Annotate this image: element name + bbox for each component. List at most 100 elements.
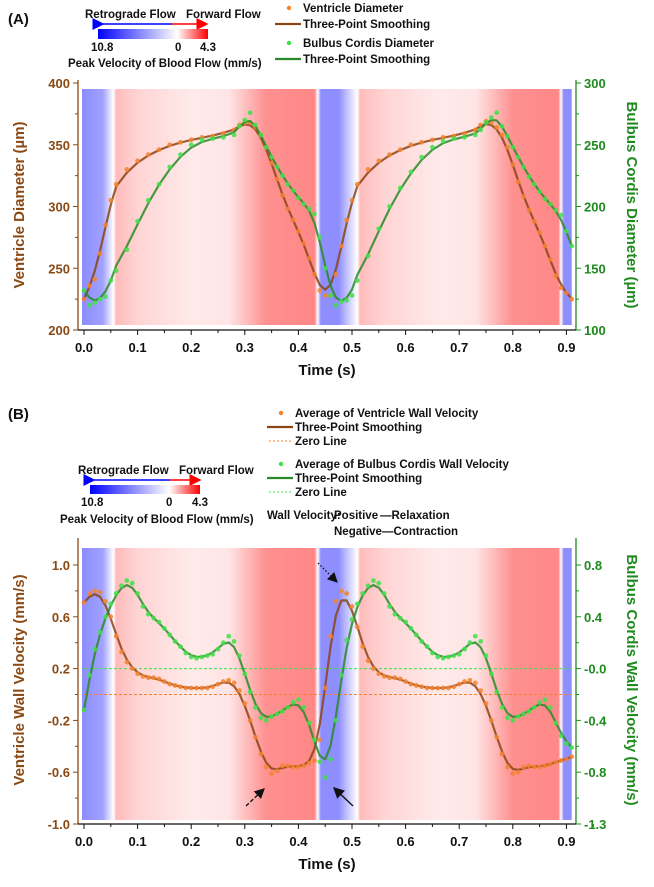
data-point — [430, 685, 435, 691]
data-point — [440, 655, 446, 661]
data-point — [521, 711, 526, 717]
data-point — [290, 188, 296, 193]
data-point — [210, 136, 216, 141]
data-point — [365, 167, 371, 172]
data-point — [237, 688, 242, 694]
data-point — [547, 762, 553, 767]
data-point — [553, 207, 559, 213]
right-tick-label: -0.0 — [584, 662, 606, 677]
left-tick-label: 0.6 — [52, 610, 70, 625]
right-tick-label: 0.8 — [584, 558, 602, 573]
data-point — [376, 226, 382, 232]
data-point — [108, 601, 114, 607]
data-point — [312, 758, 317, 763]
data-point — [226, 677, 232, 683]
data-point — [430, 650, 435, 656]
data-point — [419, 684, 425, 690]
data-point — [467, 677, 473, 683]
data-point — [553, 720, 559, 726]
data-point — [92, 276, 98, 282]
x-tick-label: 0.8 — [504, 834, 522, 849]
left-tick-label: -1.0 — [48, 817, 70, 832]
data-point — [86, 302, 92, 308]
data-point — [435, 654, 441, 660]
legend-label: Zero Line — [295, 487, 347, 499]
right-tick-label: -1.3 — [584, 817, 606, 832]
data-point — [451, 136, 457, 141]
dashed-arrow-icon — [245, 788, 265, 807]
data-point — [387, 604, 392, 609]
data-point — [354, 181, 360, 187]
left-axis-title: Ventricle Wall Velocity (mm/s) — [11, 574, 28, 785]
data-point — [344, 591, 350, 596]
data-point — [349, 616, 355, 622]
data-point — [328, 756, 333, 762]
colorbar-gradient — [98, 29, 208, 39]
data-point — [408, 681, 414, 687]
data-point — [564, 741, 569, 747]
data-point — [108, 614, 114, 620]
data-point — [274, 176, 280, 182]
legend-label: Three-Point Smoothing — [303, 19, 430, 31]
data-point — [263, 144, 269, 150]
data-point — [178, 684, 183, 690]
data-point — [274, 768, 280, 774]
data-point — [478, 688, 484, 694]
right-tick-label: 100 — [584, 323, 606, 338]
data-point — [542, 697, 548, 703]
colorbar-a: Retrograde Flow Forward Flow 10.8 0 4.3 … — [68, 9, 262, 70]
data-point — [408, 142, 414, 148]
data-point — [564, 290, 569, 296]
x-tick-label: 0.2 — [182, 834, 200, 849]
data-point — [269, 771, 274, 776]
data-point — [488, 115, 494, 120]
data-point — [178, 644, 183, 649]
left-tick-label: 200 — [48, 323, 70, 338]
legend-label: Three-Point Smoothing — [295, 473, 422, 485]
data-point — [92, 588, 98, 594]
data-point — [247, 689, 253, 695]
data-point — [397, 147, 403, 153]
data-point — [542, 243, 548, 249]
data-point — [81, 600, 87, 605]
data-point — [145, 611, 151, 617]
data-point — [172, 683, 178, 688]
data-point — [178, 139, 183, 145]
right-tick-label: 200 — [584, 200, 606, 215]
x-tick-label: 0.1 — [129, 340, 147, 355]
x-tick-label: 0.6 — [397, 340, 415, 355]
data-point — [494, 689, 500, 695]
data-point — [285, 763, 291, 769]
data-point — [387, 204, 392, 209]
data-point — [156, 619, 162, 625]
data-point — [145, 197, 151, 203]
data-point — [92, 646, 98, 652]
data-point — [462, 131, 467, 137]
data-point — [488, 671, 494, 677]
data-point — [344, 217, 350, 223]
left-tick-label: 250 — [48, 261, 70, 276]
data-point — [472, 132, 478, 138]
data-point — [167, 164, 173, 170]
data-point — [97, 296, 103, 302]
data-point — [408, 169, 414, 175]
data-point — [129, 666, 135, 671]
data-point — [183, 685, 189, 691]
data-point — [547, 201, 553, 207]
data-point — [263, 764, 269, 770]
data-point — [354, 278, 360, 283]
data-point — [338, 299, 344, 304]
x-tick-label: 0.9 — [557, 834, 575, 849]
data-point — [199, 137, 205, 143]
colorbar-forward-label: Forward Flow — [186, 9, 261, 21]
data-point — [253, 122, 258, 128]
x-tick-label: 0.2 — [182, 340, 200, 355]
data-point — [376, 580, 382, 586]
note-relaxation: —Relaxation — [380, 510, 450, 522]
data-point — [247, 110, 253, 116]
data-point — [204, 685, 210, 691]
data-point — [231, 132, 237, 138]
data-point — [301, 705, 307, 710]
data-point — [542, 763, 548, 769]
data-point — [505, 144, 510, 150]
